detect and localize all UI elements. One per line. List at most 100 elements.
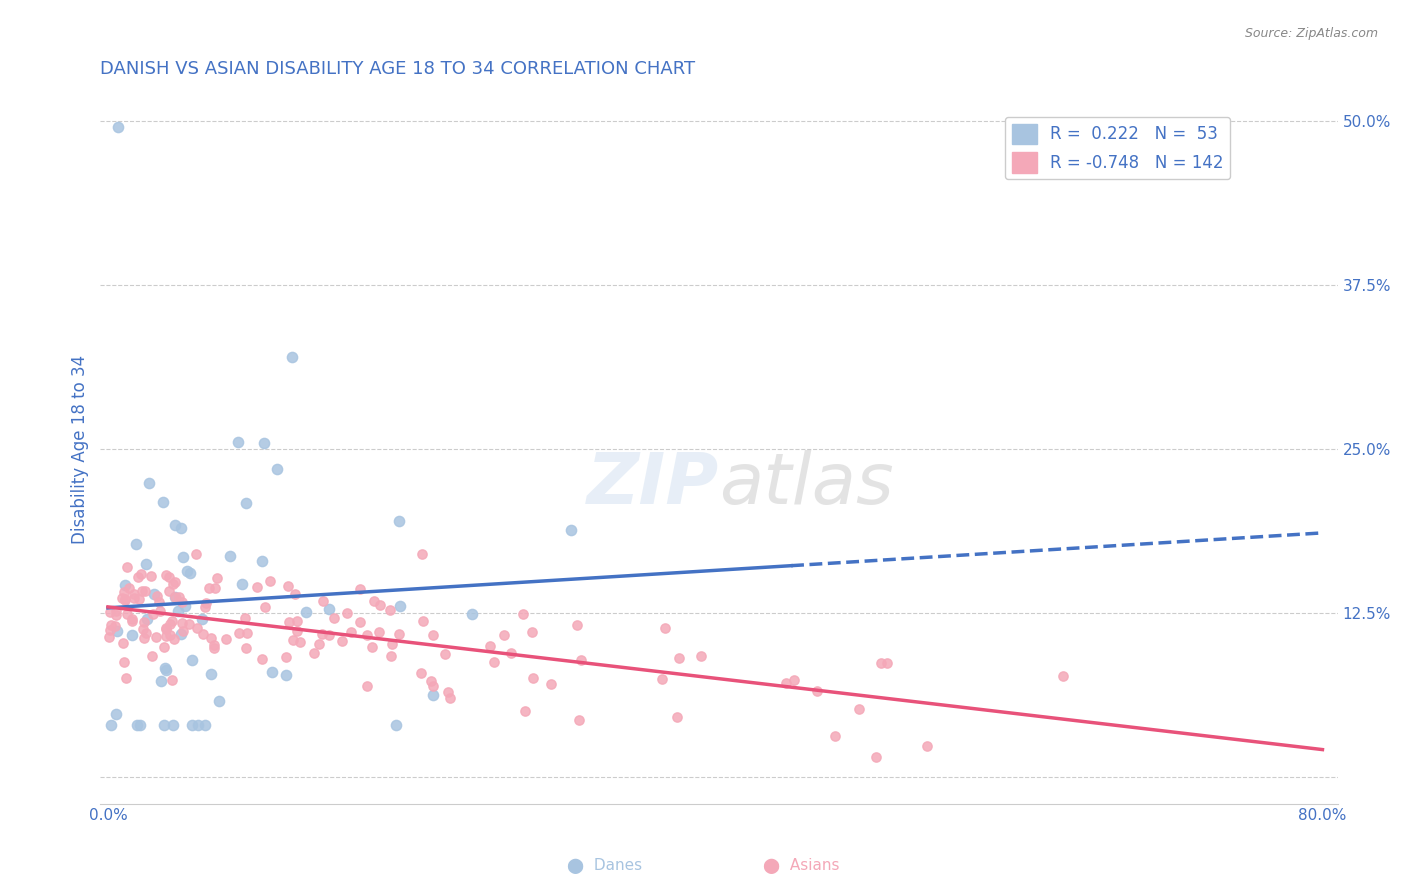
Point xyxy=(388,514,411,528)
Point xyxy=(226,434,249,449)
Point xyxy=(412,614,434,628)
Point xyxy=(388,627,411,641)
Point xyxy=(162,718,184,732)
Point xyxy=(651,672,673,686)
Point xyxy=(131,567,153,582)
Point xyxy=(208,694,231,708)
Point xyxy=(167,604,190,618)
Point xyxy=(105,707,128,722)
Point xyxy=(153,661,176,675)
Point xyxy=(132,615,155,629)
Point xyxy=(262,665,284,680)
Point xyxy=(665,710,688,724)
Point xyxy=(163,518,186,533)
Point xyxy=(439,691,461,706)
Point xyxy=(865,749,887,764)
Point xyxy=(142,587,165,601)
Point xyxy=(181,718,204,732)
Point xyxy=(100,718,122,732)
Point xyxy=(131,584,153,599)
Point xyxy=(186,621,208,635)
Point xyxy=(155,629,177,643)
Point xyxy=(173,599,195,613)
Point xyxy=(194,599,217,614)
Point xyxy=(172,549,194,564)
Point xyxy=(274,668,297,682)
Point xyxy=(231,577,253,591)
Point xyxy=(367,625,389,640)
Point xyxy=(461,607,484,622)
Point xyxy=(288,635,311,649)
Text: DANISH VS ASIAN DISABILITY AGE 18 TO 34 CORRELATION CHART: DANISH VS ASIAN DISABILITY AGE 18 TO 34 … xyxy=(100,60,696,78)
Point xyxy=(560,524,582,538)
Point xyxy=(775,675,797,690)
Point xyxy=(284,587,307,601)
Point xyxy=(565,618,588,632)
Point xyxy=(134,584,156,599)
Point xyxy=(165,590,187,604)
Point xyxy=(437,685,460,699)
Point xyxy=(363,594,385,608)
Point xyxy=(169,590,191,604)
Point xyxy=(148,595,170,609)
Point xyxy=(159,617,181,632)
Point xyxy=(522,671,544,685)
Point xyxy=(163,632,186,647)
Point xyxy=(160,614,183,628)
Point xyxy=(422,688,444,702)
Point xyxy=(157,583,180,598)
Point xyxy=(112,655,135,669)
Point xyxy=(114,592,136,607)
Point xyxy=(512,607,534,621)
Point xyxy=(136,612,159,626)
Point xyxy=(114,593,136,607)
Point xyxy=(111,591,134,605)
Point xyxy=(252,554,274,568)
Point xyxy=(170,627,193,641)
Point xyxy=(409,665,432,680)
Point xyxy=(127,570,149,584)
Point xyxy=(253,435,276,450)
Point xyxy=(170,616,193,631)
Point xyxy=(568,714,591,728)
Point xyxy=(155,621,177,635)
Point xyxy=(200,667,222,681)
Point xyxy=(569,653,592,667)
Point xyxy=(117,559,139,574)
Point xyxy=(105,624,128,638)
Point xyxy=(153,640,176,655)
Point xyxy=(433,647,456,661)
Point xyxy=(235,610,257,624)
Point xyxy=(340,624,363,639)
Point xyxy=(145,630,167,644)
Point xyxy=(127,718,149,732)
Point xyxy=(100,618,122,632)
Point xyxy=(181,652,204,666)
Point xyxy=(146,589,169,603)
Point xyxy=(132,631,155,645)
Point xyxy=(155,663,177,677)
Point xyxy=(179,566,201,580)
Point xyxy=(105,604,128,618)
Point xyxy=(294,606,316,620)
Point xyxy=(153,718,176,732)
Point xyxy=(219,549,242,563)
Point xyxy=(138,476,160,491)
Point xyxy=(114,577,136,591)
Point xyxy=(132,623,155,637)
Point xyxy=(915,739,938,753)
Point xyxy=(155,567,177,582)
Point xyxy=(194,596,217,610)
Point xyxy=(198,581,221,595)
Point xyxy=(422,679,444,693)
Point xyxy=(135,626,157,640)
Point xyxy=(165,575,187,590)
Point xyxy=(318,628,340,642)
Point xyxy=(388,599,411,614)
Point xyxy=(159,628,181,642)
Point xyxy=(215,632,238,647)
Point xyxy=(783,673,806,687)
Point xyxy=(115,607,138,621)
Point xyxy=(824,729,846,743)
Text: ZIP: ZIP xyxy=(586,450,718,519)
